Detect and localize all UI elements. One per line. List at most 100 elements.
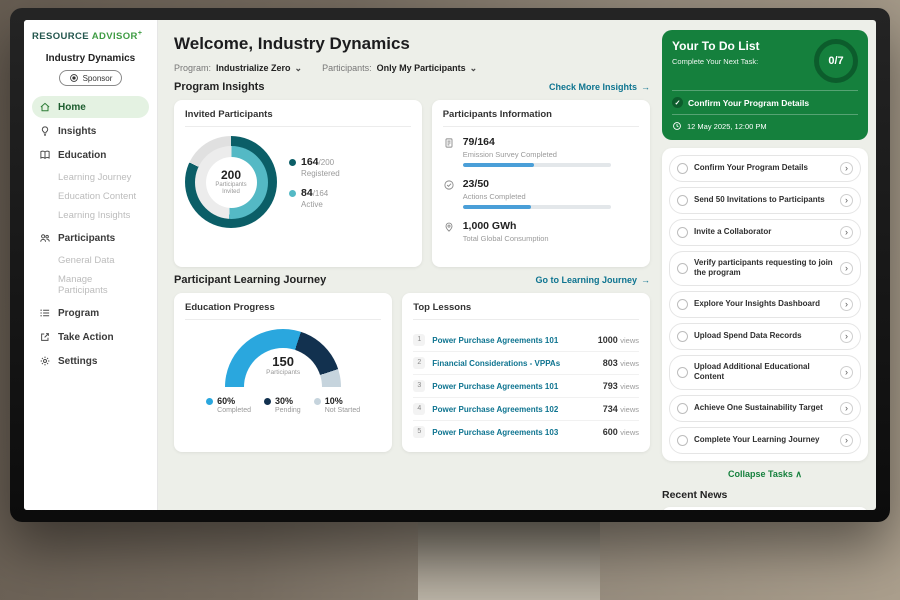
chevron-right-icon[interactable]: › [840,329,853,343]
sidebar-item-participants[interactable]: Participants [32,227,149,249]
views-label: views [620,382,639,391]
lesson-views: 803 views [603,358,639,368]
logo-text-secondary: ADVISOR+ [92,30,143,42]
next-task-label: Confirm Your Program Details [688,97,810,108]
sidebar-item-program[interactable]: Program [32,302,149,324]
gauge-legend: 60% Completed 30% Pending 10% Not Starte… [206,396,360,414]
chevron-right-icon[interactable]: › [840,162,853,175]
task-checkbox[interactable] [677,402,688,414]
participants-filter: Participants: Only My Participants ⌄ [322,63,477,73]
task-checkbox[interactable] [677,298,688,310]
go-to-learning-journey-link[interactable]: Go to Learning Journey → [535,275,650,285]
program-select[interactable]: Industrialize Zero ⌄ [216,63,302,73]
lesson-title-link[interactable]: Power Purchase Agreements 101 [432,381,559,391]
chevron-right-icon[interactable]: › [840,226,853,239]
legend-total: /200 [318,157,335,167]
education-progress-chart: 150 Participants 60% Completed [185,329,381,414]
sidebar-item-learning-journey[interactable]: Learning Journey [58,172,132,184]
sidebar-item-settings[interactable]: Settings [32,350,149,372]
legend-top: 60% [206,396,251,406]
lesson-title-link[interactable]: Power Purchase Agreements 102 [432,404,559,414]
lesson-row: 2 Financial Considerations - VPPAs 803 v… [413,352,639,375]
invited-participants-chart: 200 Participants Invited 164/200 [185,136,411,228]
participants-select[interactable]: Only My Participants ⌄ [377,63,478,73]
views-value: 803 [602,358,618,368]
sidebar-item-general-data[interactable]: General Data [58,255,115,267]
legend-label: Not Started [324,407,361,414]
chevron-down-icon: ⌄ [469,62,478,73]
lesson-title-link[interactable]: Power Purchase Agreements 103 [432,427,559,437]
stat-label: Emission Survey Completed [462,150,557,159]
task-label: Send 50 Invitations to Participants [694,195,825,205]
section-title-learning-journey: Participant Learning Journey [174,274,327,286]
lesson-title-link[interactable]: Financial Considerations - VPPAs [432,358,561,368]
collapse-tasks-link[interactable]: Collapse Tasks ∧ [662,469,868,480]
sidebar-item-label: Home [58,101,86,113]
chevron-glyph: › [845,262,848,273]
sidebar-item-take-action[interactable]: Take Action [32,326,149,348]
chevron-right-icon[interactable]: › [840,401,853,415]
chevron-right-icon[interactable]: › [840,365,853,379]
gauge-center: 150 Participants [225,354,341,376]
sidebar-item-education-content[interactable]: Education Content [58,191,137,203]
task-checkbox[interactable] [677,262,688,274]
sidebar-item-learning-insights[interactable]: Learning Insights [58,210,131,222]
logo-text-primary: RESOURCE [32,31,90,43]
task-item[interactable]: Send 50 Invitations to Participants › [669,187,861,214]
monitor-bezel: RESOURCE ADVISOR+ Industry Dynamics Spon… [10,8,890,522]
task-checkbox[interactable] [677,227,688,238]
task-item[interactable]: Invite a Collaborator › [669,219,861,246]
sidebar-item-insights[interactable]: Insights [32,120,149,142]
chevron-right-icon[interactable]: › [840,261,853,275]
chevron-glyph: › [845,366,848,377]
chevron-right-icon[interactable]: › [840,433,853,447]
stat-emission-survey: 79/164 Emission Survey Completed [443,136,639,167]
active-dot [289,189,296,197]
sidebar-item-label: Take Action [58,331,114,343]
legend-text: 84/164 Active [301,187,328,209]
sponsor-badge[interactable]: Sponsor [58,70,123,87]
task-item[interactable]: Complete Your Learning Journey › [669,426,861,454]
lesson-row: 1 Power Purchase Agreements 101 1000 vie… [413,329,639,352]
progress-bar-fill [462,205,531,209]
stat-body: 79/164 Emission Survey Completed [462,136,611,167]
sidebar-item-home[interactable]: Home [32,96,149,119]
task-label: Explore Your Insights Dashboard [694,299,820,309]
task-item[interactable]: Upload Spend Data Records › [669,322,861,350]
home-icon [40,102,50,112]
lesson-title-link[interactable]: Power Purchase Agreements 101 [432,335,559,345]
chevron-right-icon[interactable]: › [840,297,853,311]
gear-icon [40,356,50,366]
views-value: 600 [602,427,618,437]
sidebar-nav: Home Insights Education Learning Journey… [32,96,149,372]
chevron-right-icon[interactable]: › [840,194,853,207]
task-label: Upload Spend Data Records [694,331,802,341]
task-checkbox[interactable] [677,366,688,378]
card-title: Top Lessons [413,302,639,320]
donut-chart: 200 Participants Invited [185,136,277,228]
program-filter-label: Program: [174,63,212,73]
list-icon [40,309,50,317]
lesson-rank: 2 [413,357,426,369]
next-task-row[interactable]: ✓ Confirm Your Program Details [672,90,858,108]
legend-item-pending: 30% Pending [264,396,301,414]
task-checkbox[interactable] [677,163,688,174]
card-title: Participants Information [442,109,639,127]
task-item[interactable]: Upload Additional Educational Content › [669,354,861,390]
check-more-insights-link[interactable]: Check More Insights → [549,82,650,92]
invited-participants-card: Invited Participants 200 Participants In… [174,100,422,267]
task-item[interactable]: Explore Your Insights Dashboard › [669,290,861,318]
sidebar-item-education[interactable]: Education [32,144,149,166]
task-item[interactable]: Verify participants requesting to join t… [669,251,861,286]
participants-information-card: Participants Information 79/164 Emission… [431,100,650,267]
bulb-icon [41,126,49,137]
task-item[interactable]: Confirm Your Program Details › [669,155,861,182]
due-date-row: 12 May 2025, 12:00 PM [672,114,858,131]
task-checkbox[interactable] [677,330,688,342]
sidebar-item-manage-participants[interactable]: Manage Participants [58,274,108,297]
task-item[interactable]: Achieve One Sustainability Target › [669,394,861,422]
task-checkbox[interactable] [677,195,688,206]
page-title: Welcome, Industry Dynamics [174,34,410,53]
not-started-dot [313,397,321,405]
task-checkbox[interactable] [677,434,688,446]
